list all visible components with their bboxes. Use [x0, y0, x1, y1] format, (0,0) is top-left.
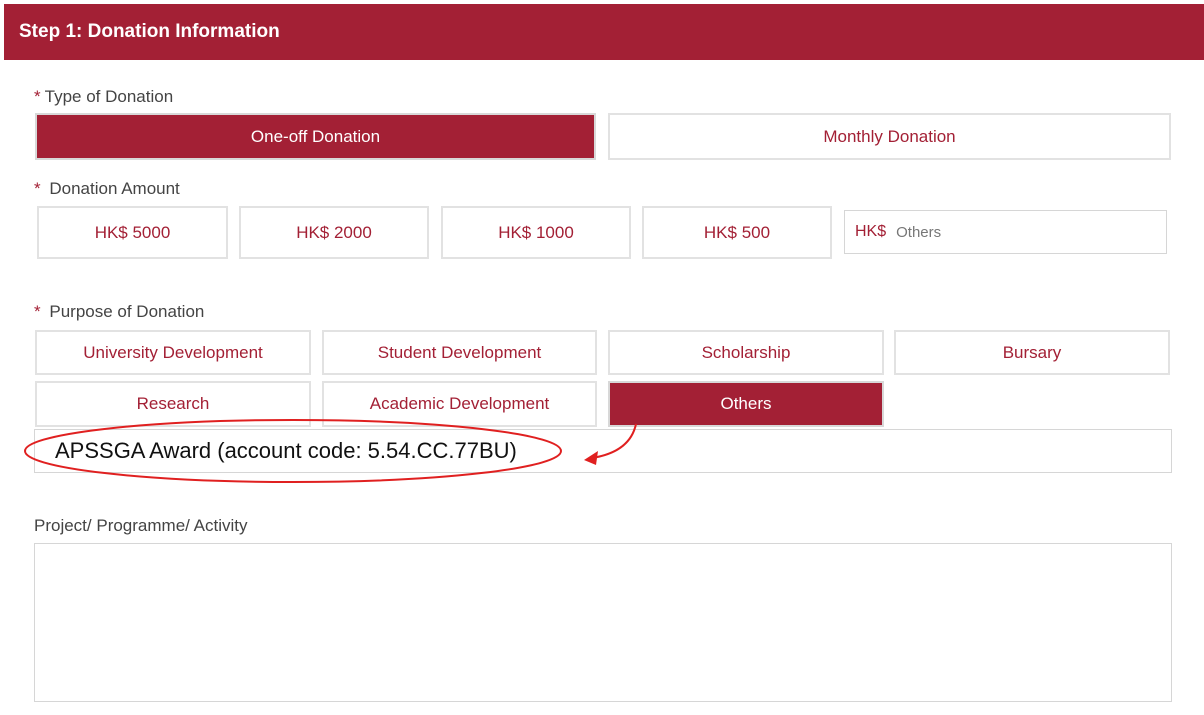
project-textarea[interactable]	[34, 543, 1172, 702]
purpose-other-input[interactable]: APSSGA Award (account code: 5.54.CC.77BU…	[34, 429, 1172, 473]
purpose-student-development[interactable]: Student Development	[322, 330, 597, 375]
amount-1000-button[interactable]: HK$ 1000	[441, 206, 631, 259]
monthly-donation-button[interactable]: Monthly Donation	[608, 113, 1171, 160]
label-text: Type of Donation	[44, 87, 174, 106]
required-marker: *	[34, 87, 41, 106]
required-marker: *	[34, 179, 41, 198]
amount-5000-button[interactable]: HK$ 5000	[37, 206, 228, 259]
other-amount-placeholder: Others	[896, 223, 942, 241]
one-off-donation-button[interactable]: One-off Donation	[35, 113, 596, 160]
purpose-other-value: APSSGA Award (account code: 5.54.CC.77BU…	[55, 438, 517, 463]
project-label: Project/ Programme/ Activity	[34, 516, 248, 535]
purpose-research[interactable]: Research	[35, 381, 311, 427]
purpose-bursary[interactable]: Bursary	[894, 330, 1170, 375]
purpose-label: * Purpose of Donation	[34, 302, 204, 322]
purpose-academic-development[interactable]: Academic Development	[322, 381, 597, 427]
label-text: Purpose of Donation	[49, 302, 205, 321]
type-of-donation-label: * Type of Donation	[34, 87, 173, 107]
purpose-university-development[interactable]: University Development	[35, 330, 311, 375]
amount-2000-button[interactable]: HK$ 2000	[239, 206, 429, 259]
label-text: Donation Amount	[49, 179, 180, 198]
amount-500-button[interactable]: HK$ 500	[642, 206, 832, 259]
purpose-scholarship[interactable]: Scholarship	[608, 330, 884, 375]
currency-prefix: HK$	[855, 223, 887, 240]
donation-amount-label: * Donation Amount	[34, 179, 180, 199]
required-marker: *	[34, 302, 41, 321]
other-amount-input[interactable]: HK$ Others	[844, 210, 1167, 254]
section-header: Step 1: Donation Information	[4, 4, 1204, 60]
purpose-others[interactable]: Others	[608, 381, 884, 427]
